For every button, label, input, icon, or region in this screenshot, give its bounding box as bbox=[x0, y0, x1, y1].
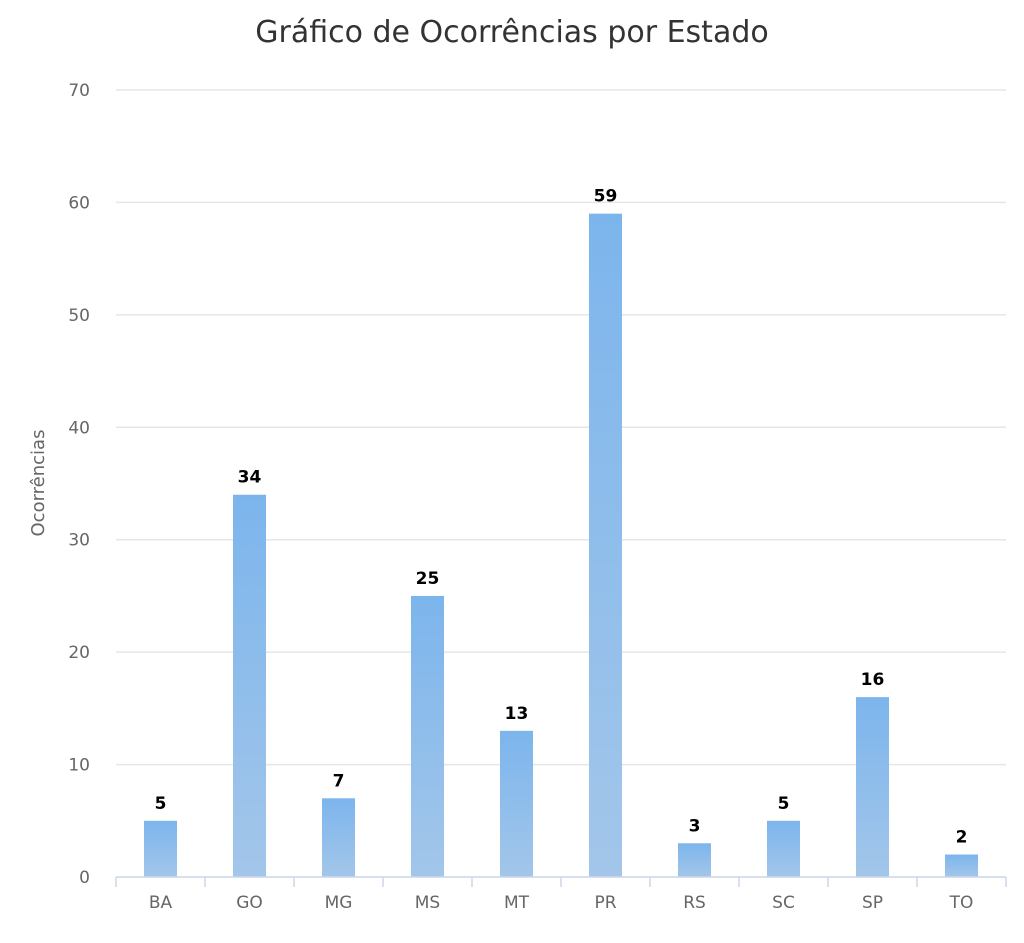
bar-ms bbox=[411, 596, 444, 877]
x-tick-label-go: GO bbox=[236, 893, 263, 913]
y-axis-title: Ocorrências bbox=[28, 430, 49, 537]
bar-mt bbox=[500, 731, 533, 877]
x-tick-label-mt: MT bbox=[504, 893, 530, 913]
x-tick-label-sc: SC bbox=[772, 893, 795, 913]
bar-pr bbox=[589, 214, 622, 877]
y-tick-label: 0 bbox=[79, 868, 90, 888]
bar-ba bbox=[144, 821, 177, 877]
data-label-ba: 5 bbox=[155, 794, 167, 814]
x-tick-label-ms: MS bbox=[415, 893, 440, 913]
y-tick-label: 60 bbox=[68, 193, 90, 213]
x-tick-label-to: TO bbox=[949, 893, 974, 913]
data-label-pr: 59 bbox=[594, 187, 618, 207]
y-tick-label: 30 bbox=[68, 531, 90, 551]
data-label-rs: 3 bbox=[689, 816, 701, 836]
y-tick-label: 70 bbox=[68, 81, 90, 101]
data-label-mt: 13 bbox=[505, 704, 529, 724]
data-label-mg: 7 bbox=[333, 771, 345, 791]
data-label-sc: 5 bbox=[778, 794, 790, 814]
bar-sc bbox=[767, 821, 800, 877]
bar-rs bbox=[678, 843, 711, 877]
y-tick-label: 40 bbox=[68, 418, 90, 438]
y-tick-label: 50 bbox=[68, 306, 90, 326]
chart-title: Gráfico de Ocorrências por Estado bbox=[255, 15, 768, 50]
data-label-to: 2 bbox=[956, 828, 968, 848]
data-label-sp: 16 bbox=[861, 670, 885, 690]
x-axis: BA GO MG MS MT PR RS SC SP TO bbox=[116, 877, 1006, 913]
x-tick-label-sp: SP bbox=[862, 893, 883, 913]
x-tick-label-rs: RS bbox=[683, 893, 706, 913]
bar-go bbox=[233, 495, 266, 877]
x-tick-label-ba: BA bbox=[149, 893, 173, 913]
bars bbox=[144, 214, 978, 877]
bar-to bbox=[945, 855, 978, 877]
data-label-ms: 25 bbox=[416, 569, 440, 589]
bar-mg bbox=[322, 798, 355, 877]
x-tick-label-pr: PR bbox=[594, 893, 616, 913]
data-label-go: 34 bbox=[238, 468, 262, 488]
data-labels: 5 34 7 25 13 59 3 5 16 2 bbox=[155, 187, 968, 848]
bar-sp bbox=[856, 697, 889, 877]
y-tick-label: 20 bbox=[68, 643, 90, 663]
y-axis-ticks: 0 10 20 30 40 50 60 70 bbox=[68, 81, 90, 888]
x-tick-label-mg: MG bbox=[325, 893, 353, 913]
y-tick-label: 10 bbox=[68, 756, 90, 776]
